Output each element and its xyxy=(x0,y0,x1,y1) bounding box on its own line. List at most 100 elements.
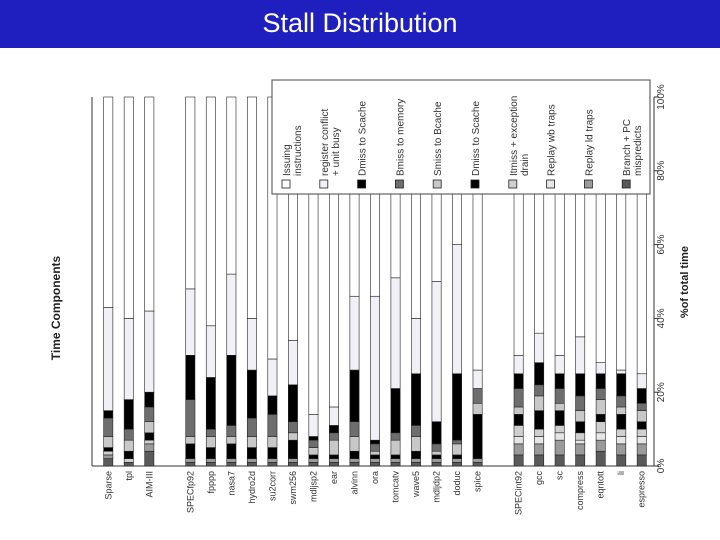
bar-segment xyxy=(349,462,360,467)
bar-segment xyxy=(513,354,524,375)
legend-label: Itmiss + exceptiondrain xyxy=(509,96,531,176)
legend-swatch xyxy=(394,179,404,189)
x-tick-label: compress xyxy=(575,471,585,511)
bar-segment xyxy=(452,373,462,441)
bar-segment xyxy=(513,373,524,389)
bar-segment xyxy=(595,373,606,389)
bar-segment xyxy=(329,425,339,434)
y-tick-label: 20% xyxy=(656,382,667,402)
bar-segment xyxy=(308,462,319,467)
x-tick-label: eqntott xyxy=(596,471,606,499)
legend-label: Smiss to Bcache xyxy=(433,101,444,176)
bar-segment xyxy=(390,432,401,441)
bar-segment xyxy=(103,307,114,411)
bar-segment xyxy=(575,395,586,411)
bar-segment xyxy=(513,406,524,415)
x-tick-label: mdljdp2 xyxy=(432,471,442,503)
x-tick-label: Sparse xyxy=(103,471,113,500)
bar-segment xyxy=(452,439,462,445)
bar-segment xyxy=(103,436,114,448)
bar-segment xyxy=(472,369,483,389)
bar-segment xyxy=(452,462,462,467)
bar-segment xyxy=(534,332,545,363)
bar-segment xyxy=(554,410,565,426)
bar-segment xyxy=(329,462,339,467)
bar-segment xyxy=(390,439,401,456)
bar-segment xyxy=(390,388,401,434)
bar-segment xyxy=(349,450,360,459)
bar-segment xyxy=(370,462,380,467)
y-tick-label: 0% xyxy=(656,459,667,474)
y-tick-label: 60% xyxy=(656,234,667,254)
bar-segment xyxy=(226,443,237,459)
bar-segment xyxy=(370,450,380,456)
bar-segment xyxy=(595,414,606,423)
bar-segment xyxy=(534,428,545,437)
bar-segment xyxy=(616,428,627,437)
bar-segment xyxy=(616,443,627,456)
legend-swatch xyxy=(281,179,291,189)
bar-segment xyxy=(472,414,483,459)
bar-segment xyxy=(452,244,462,375)
bar-segment xyxy=(616,406,627,415)
bar-segment xyxy=(185,443,196,459)
legend-label: Dmiss to Scache xyxy=(471,101,482,176)
y-tick-label: 100% xyxy=(656,84,667,110)
bar-segment xyxy=(246,462,257,467)
bar-segment xyxy=(534,410,545,430)
x-tick-label: li xyxy=(616,471,626,475)
bar-segment xyxy=(205,462,216,467)
bar-segment xyxy=(205,428,216,437)
bar-segment xyxy=(595,439,606,452)
bar-segment xyxy=(103,454,114,459)
bar-segment xyxy=(370,439,380,445)
bar-segment xyxy=(123,462,134,467)
bar-segment xyxy=(267,414,278,437)
x-tick-label: espresso xyxy=(637,471,647,508)
bar-segment xyxy=(636,373,647,389)
bar-segment xyxy=(636,454,647,467)
bar-segment xyxy=(534,362,545,386)
legend-label: register conflict+ unit busy xyxy=(320,109,342,176)
bar-segment xyxy=(267,458,278,463)
x-tick-label: gcc xyxy=(534,471,544,486)
x-tick-label: su2corr xyxy=(267,471,277,501)
bar-segment xyxy=(288,432,298,441)
bar-segment xyxy=(534,454,545,467)
x-tick-label: sc xyxy=(555,471,565,481)
bar-segment xyxy=(288,384,298,423)
bar-segment xyxy=(411,373,421,426)
bar-segment xyxy=(205,325,216,378)
bar-segment xyxy=(411,425,421,437)
bar-segment xyxy=(595,362,606,375)
bar-segment xyxy=(308,439,319,448)
bar-segment xyxy=(575,373,586,397)
bar-segment xyxy=(144,443,155,452)
bar-segment xyxy=(554,439,565,456)
bar-segment xyxy=(595,450,606,467)
bar-segment xyxy=(595,421,606,434)
bar-segment xyxy=(246,458,257,463)
bar-segment xyxy=(431,458,442,463)
bar-segment xyxy=(103,417,114,437)
slide-title: Stall Distribution xyxy=(262,8,458,38)
bar-segment xyxy=(554,402,565,411)
legend-label: Replay ld traps xyxy=(584,109,595,176)
bar-segment xyxy=(370,454,380,459)
bar-segment xyxy=(513,414,524,426)
bar-segment xyxy=(226,462,237,467)
bar-segment xyxy=(329,458,339,463)
bar-segment xyxy=(267,447,278,459)
bar-segment xyxy=(554,432,565,441)
legend-swatch xyxy=(432,179,442,189)
x-tick-label: mdljsp2 xyxy=(308,471,318,502)
bar-segment xyxy=(534,436,545,445)
bar-segment xyxy=(288,458,298,463)
bar-segment xyxy=(411,458,421,463)
legend-swatch xyxy=(319,179,329,189)
bar-segment xyxy=(144,406,155,423)
bar-segment xyxy=(636,388,647,404)
bar-segment xyxy=(103,447,114,452)
bar-segment xyxy=(411,318,421,375)
bar-segment xyxy=(185,436,196,445)
